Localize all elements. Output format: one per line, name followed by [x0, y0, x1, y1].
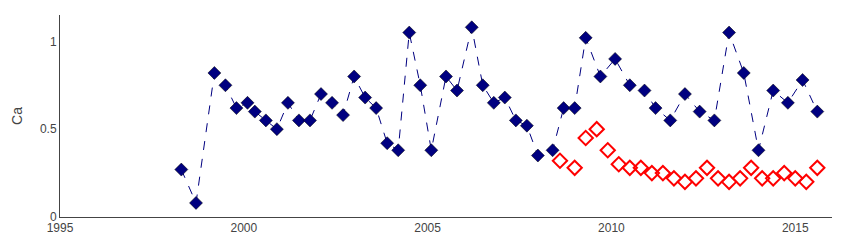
svg-text:0.5: 0.5 [40, 122, 57, 136]
svg-text:Ca: Ca [9, 107, 25, 125]
svg-text:1: 1 [50, 35, 57, 49]
svg-text:0: 0 [50, 210, 57, 224]
svg-text:2000: 2000 [230, 221, 257, 235]
svg-text:2010: 2010 [598, 221, 625, 235]
svg-text:2005: 2005 [414, 221, 441, 235]
svg-text:2015: 2015 [782, 221, 809, 235]
svg-text:1995: 1995 [47, 221, 74, 235]
